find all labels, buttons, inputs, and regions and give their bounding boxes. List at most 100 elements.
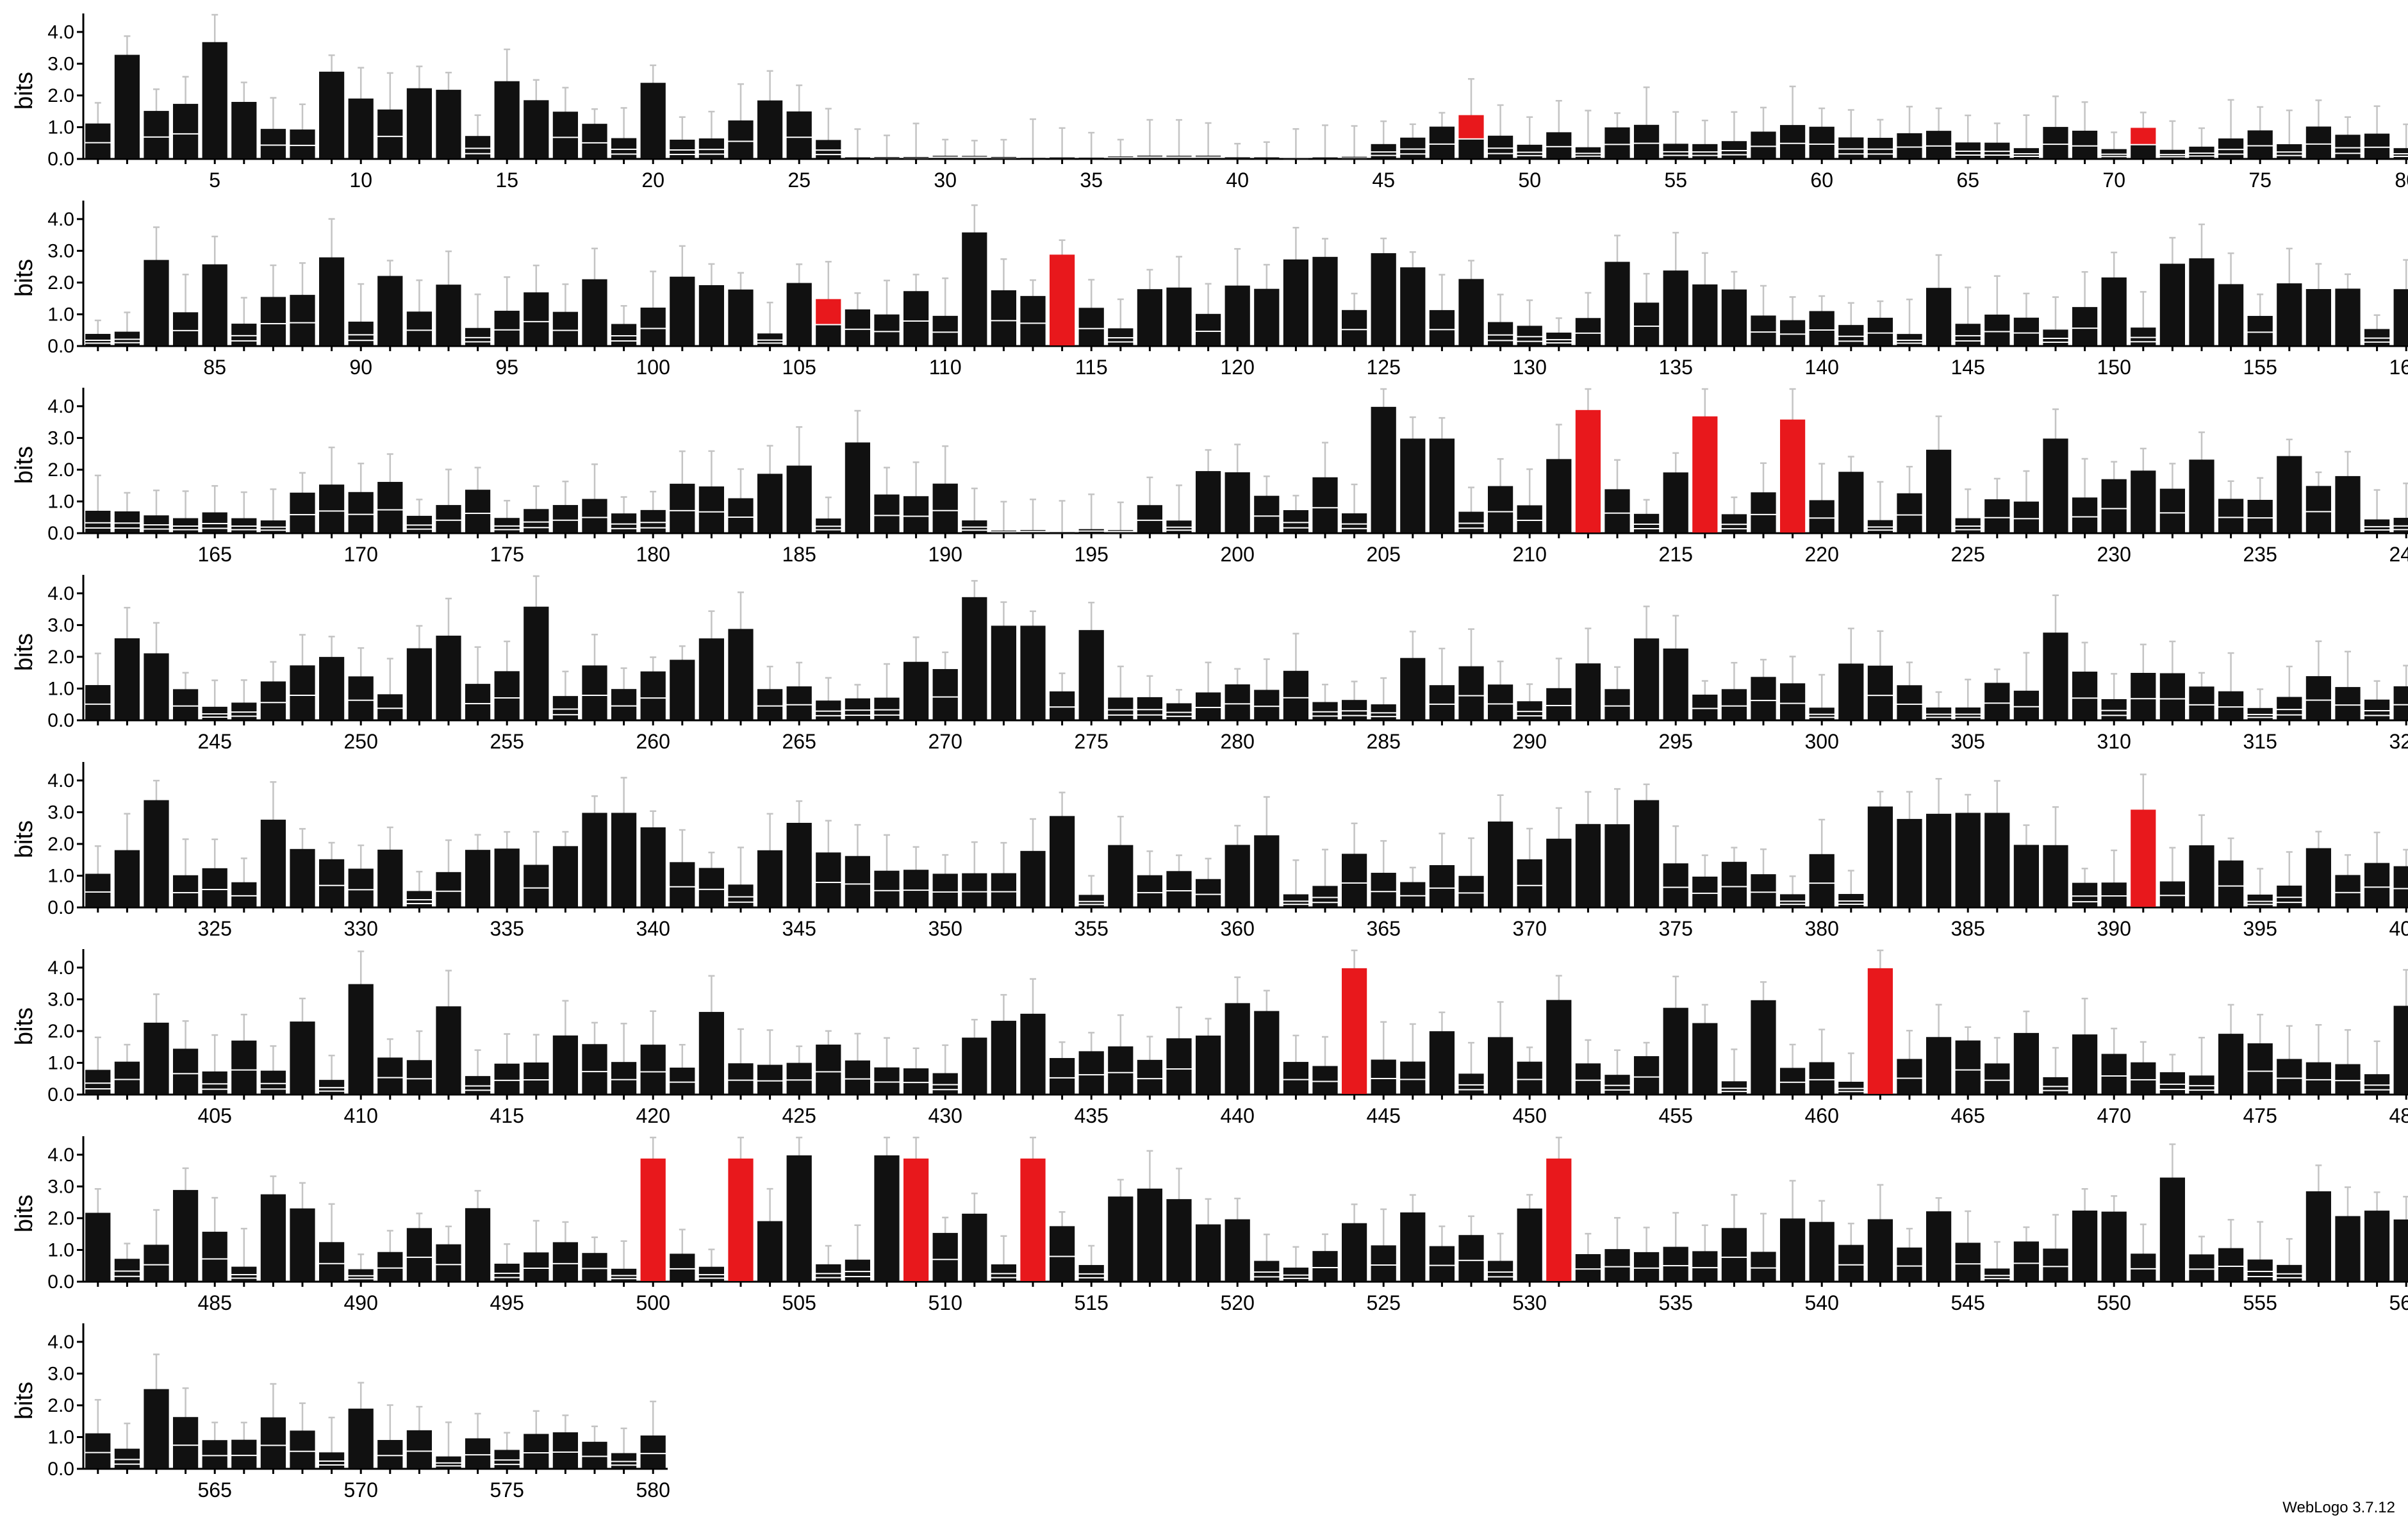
logo-letter-block [932,892,958,907]
logo-letter-block [1312,159,1338,160]
logo-letter-block [2335,154,2361,158]
logo-letter-block [231,336,257,340]
logo-letter-block [465,1438,491,1455]
logo-letter-block [2189,686,2214,704]
logo-letter-block [1225,1219,1250,1281]
logo-letter-block [406,88,433,158]
x-tick-label: 120 [1221,356,1255,379]
logo-letter-block [1984,314,2010,331]
logo-letter-block [1341,529,1367,533]
logo-letter-block [260,297,286,324]
logo-letter-block [1838,342,1864,345]
logo-letter-block [1809,311,1835,329]
logo-letter-block [1575,409,1601,533]
logo-letter-block [1254,1277,1280,1281]
logo-letter-block [1312,1066,1338,1081]
logo-letter-block [1254,288,1280,345]
logo-letter-block [1867,520,1893,527]
logo-letter-block [1108,710,1134,715]
logo-letter-block [1604,1075,1630,1085]
y-axis-label: bits [11,633,38,671]
logo-letter-block [85,873,111,891]
logo-letter-block [2159,1177,2186,1281]
logo-letter-block [2364,888,2390,907]
logo-letter-block [1897,334,1922,340]
logo-letter-block [2013,690,2040,706]
logo-letter-block [1838,893,1864,901]
logo-letter-block [1721,141,1747,151]
logo-letter-block [348,676,374,700]
logo-letter-block [1458,1085,1484,1089]
logo-letter-block [1458,696,1484,720]
logo-letter-block [2247,1271,2273,1276]
logo-letter-block [1487,1261,1513,1271]
logo-letter-block [728,1063,754,1080]
logo-letter-block [1779,335,1806,345]
logo-letter-block [1721,289,1747,345]
logo-letter-block [2043,1091,2068,1094]
logo-letter-block [1487,335,1513,340]
logo-letter-block [1984,1268,2010,1275]
logo-letter-block [1692,144,1718,152]
logo-letter-block [2277,1059,2302,1078]
logo-letter-block [2277,1278,2302,1281]
logo-letter-block [582,665,607,695]
logo-letter-block [640,509,666,522]
logo-letter-block [582,279,607,345]
logo-letter-block [1312,477,1338,508]
logo-letter-block [1517,144,1542,152]
logo-letter-block [406,331,433,345]
logo-letter-block [1517,1061,1542,1079]
logo-letter-block [2101,699,2127,710]
logo-letter-block [377,1268,403,1281]
logo-letter-block [2189,1270,2214,1281]
logo-letter-block [1721,525,1747,529]
logo-letter-block [1400,1080,1426,1094]
logo-letter-block [786,283,812,345]
logo-letter-block [728,518,754,533]
logo-letter-block [1371,1266,1396,1281]
logo-letter-block [1225,845,1250,907]
logo-letter-block [1867,531,1893,533]
logo-letter-block [144,515,169,525]
logo-letter-block [1663,1266,1688,1281]
logo-letter-block [2072,672,2098,698]
x-tick-label: 135 [1659,356,1693,379]
logo-letter-block [290,848,315,907]
logo-letter-block [1195,895,1221,907]
logo-letter-block [172,1074,199,1094]
logo-letter-block [348,492,374,514]
logo-letter-block [2101,882,2127,896]
logo-letter-block [1400,896,1426,907]
logo-letter-block [2101,711,2127,715]
y-tick-label: 3.0 [47,802,74,823]
logo-letter-block [377,481,403,509]
logo-letter-block [2364,527,2390,529]
logo-letter-block [1633,144,1660,158]
logo-row-7: bits 0.0 1.0 2.0 3.0 4.0 485 490 495 500 505 510 515… [11,1136,2408,1314]
logo-letter-block [494,1465,520,1468]
logo-letter-block [1371,713,1396,716]
logo-letter-block [2247,1259,2273,1271]
logo-letter-block [1663,270,1688,345]
logo-letter-block [582,1269,607,1281]
logo-letter-block [670,151,695,154]
logo-letter-block [874,715,900,720]
logo-letter-block [202,890,227,907]
logo-letter-block [348,1276,374,1278]
logo-letter-block [640,1072,666,1094]
logo-letter-block [757,1221,783,1281]
logo-letter-block [290,129,315,145]
logo-letter-block [845,1272,871,1277]
logo-letter-block [1400,1212,1426,1281]
logo-letter-block [465,684,491,703]
logo-letter-block [1751,677,1776,700]
logo-letter-block [2013,707,2040,720]
logo-letter-block [582,1044,607,1071]
logo-letter-block [552,709,579,715]
logo-letter-block [552,1242,579,1263]
logo-letter-block [1137,697,1163,709]
logo-letter-block [1546,1000,1572,1094]
logo-letter-block [524,1252,549,1268]
logo-letter-block [1663,144,1688,151]
